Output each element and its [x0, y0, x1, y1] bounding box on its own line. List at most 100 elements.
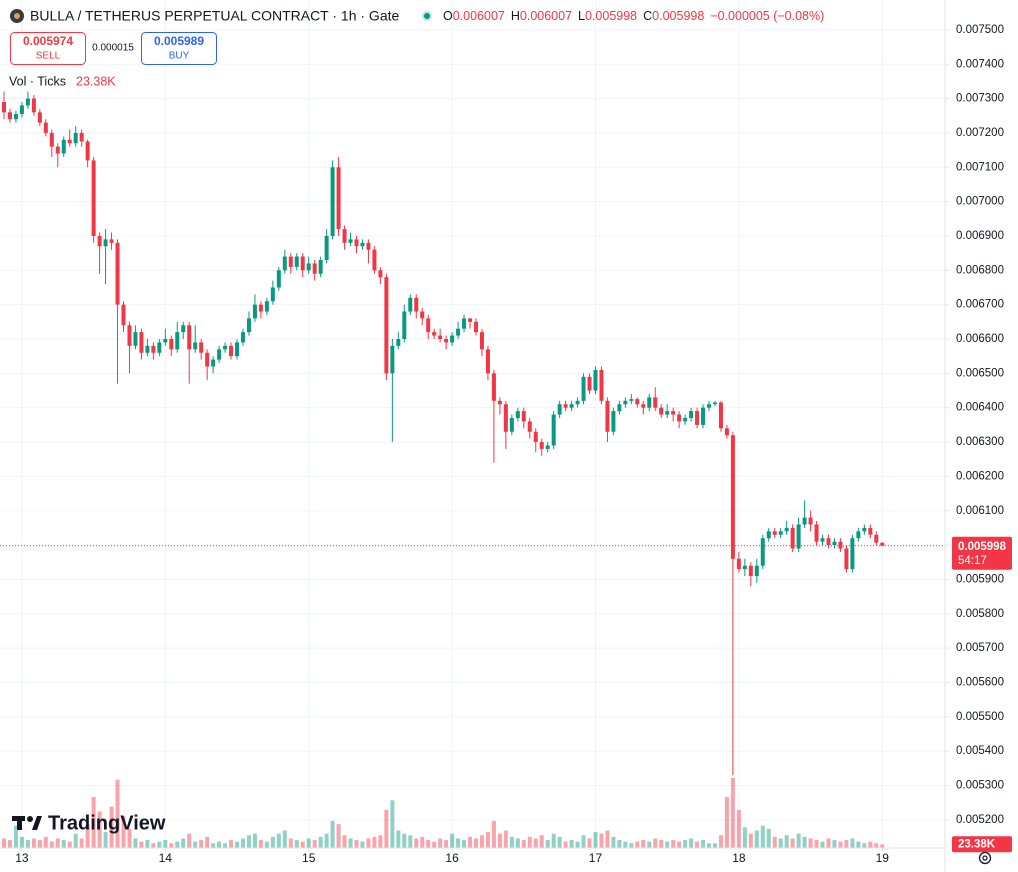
candle-body — [527, 421, 532, 432]
candle-body — [408, 297, 413, 312]
candle-body — [384, 277, 389, 374]
candle-body — [778, 531, 783, 535]
volume-bar — [629, 843, 634, 848]
candle-body — [169, 338, 174, 350]
volume-bar — [485, 832, 490, 848]
candle-body — [55, 146, 60, 154]
candle-body — [838, 541, 843, 549]
volume-bar — [360, 841, 365, 848]
candle-body — [748, 565, 753, 576]
volume-bar — [790, 838, 795, 848]
volume-bar — [7, 840, 12, 848]
candle-body — [294, 256, 299, 267]
volume-bar — [712, 843, 717, 848]
candle-body — [240, 332, 245, 343]
volume-bar — [312, 840, 317, 848]
candle-body — [151, 345, 156, 353]
candle-body — [246, 318, 251, 333]
candle-body — [103, 239, 108, 247]
last-price-label: 0.005998 — [958, 541, 1007, 553]
volume-bar — [874, 843, 879, 848]
candle-body — [282, 256, 287, 271]
grid — [0, 0, 945, 848]
volume-bar — [802, 836, 807, 848]
volume-bar — [408, 835, 413, 848]
candle-body — [677, 414, 682, 422]
candle-body — [181, 325, 186, 333]
volume-bar — [438, 838, 443, 848]
volume-bar — [300, 841, 305, 848]
volume-bar — [414, 838, 419, 848]
x-tick-label: 16 — [445, 851, 459, 865]
volume-bar — [653, 838, 658, 848]
candle-body — [515, 411, 520, 418]
volume-bar — [462, 840, 467, 848]
candle-body — [665, 411, 670, 415]
candle-body — [139, 332, 144, 353]
volume-bar — [61, 840, 66, 848]
volume-bar — [563, 841, 568, 848]
y-tick-label: 0.005300 — [956, 780, 1004, 792]
symbol-title: BULLA / TETHERUS PERPETUAL CONTRACT · 1h… — [30, 8, 399, 24]
volume-bar — [605, 830, 610, 848]
y-tick-label: 0.007000 — [956, 196, 1004, 208]
volume-bar — [193, 841, 198, 848]
candle-body — [533, 431, 538, 443]
candle-body — [629, 399, 634, 401]
volume-bar — [282, 830, 287, 848]
candle-body — [742, 565, 747, 570]
volume-bar — [133, 838, 138, 848]
last-price-badge — [952, 536, 1012, 570]
volume-bar — [497, 833, 502, 848]
candle-body — [193, 342, 198, 350]
candles — [2, 91, 885, 776]
buy-button[interactable] — [141, 32, 217, 65]
candle-body — [539, 442, 544, 449]
volume-bar — [211, 843, 216, 848]
volume-bar — [647, 841, 652, 848]
volume-bar — [491, 820, 496, 848]
volume-bar — [832, 840, 837, 848]
candle-body — [145, 345, 150, 353]
candle-body — [485, 349, 490, 374]
candle-body — [163, 338, 168, 343]
volume-bar — [760, 825, 765, 848]
sell-button[interactable] — [10, 32, 86, 65]
volume-bar — [718, 835, 723, 848]
y-tick-label: 0.006700 — [956, 299, 1004, 311]
y-tick-label: 0.006500 — [956, 367, 1004, 379]
volume-bar — [288, 838, 293, 848]
candle-body — [718, 402, 723, 429]
candle-body — [342, 229, 347, 243]
volume-bar — [503, 830, 508, 848]
settings-icon[interactable] — [978, 851, 992, 865]
candle-body — [862, 527, 867, 532]
candle-body — [593, 369, 598, 391]
candle-body — [79, 132, 84, 142]
volume-bar — [772, 836, 777, 848]
candle-body — [623, 400, 628, 405]
y-tick-label: 0.005400 — [956, 745, 1004, 757]
candle-body — [491, 373, 496, 401]
volume-bar — [838, 841, 843, 848]
candle-body — [605, 400, 610, 432]
candle-body — [641, 404, 646, 408]
watermark-text: TradingView — [48, 812, 166, 834]
volume-bar — [276, 833, 281, 848]
candle-body — [402, 311, 407, 339]
buy-price: 0.005989 — [154, 34, 204, 48]
volume-bar — [85, 824, 90, 848]
candle-body — [479, 332, 484, 350]
change: −0.000005 (−0.08%) — [710, 9, 824, 23]
volume-bar — [73, 833, 78, 848]
candle-body — [312, 263, 317, 274]
candle-body — [67, 139, 72, 144]
ohlc-legend: O0.006007 H0.006007 L0.005998 C0.005998 −0.0… — [443, 9, 824, 23]
volume-bar — [330, 820, 335, 848]
volume-pane — [2, 778, 885, 848]
candle-body — [647, 397, 652, 408]
y-tick-label: 0.007200 — [956, 127, 1004, 139]
candle-body — [390, 345, 395, 374]
candle-body — [730, 435, 735, 559]
